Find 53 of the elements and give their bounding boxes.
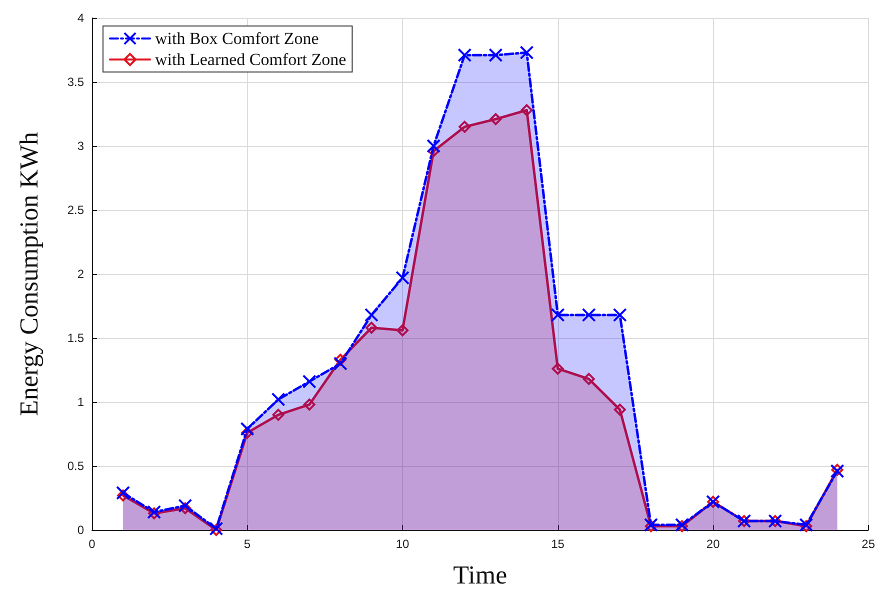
point [179, 502, 192, 514]
y-tick-label: 2 [77, 267, 84, 281]
point [552, 362, 564, 375]
point [334, 354, 346, 366]
point [800, 520, 812, 532]
point [831, 464, 844, 476]
x-tick-label: 15 [551, 537, 565, 551]
y-tick-label: 0.5 [67, 459, 84, 473]
point [520, 104, 533, 116]
y-tick-label: 0 [77, 523, 84, 537]
point [240, 422, 254, 436]
point [458, 48, 472, 62]
point [364, 308, 378, 322]
point [396, 270, 410, 285]
legend-label: with Box Comfort Zone [155, 29, 319, 48]
point [302, 374, 316, 389]
legend-label: with Learned Comfort Zone [155, 50, 346, 69]
x-tick-label: 5 [244, 537, 251, 551]
point [210, 524, 222, 536]
x-axis-title: Time [453, 560, 508, 590]
point [458, 120, 471, 133]
y-tick-label: 4 [77, 11, 84, 25]
point [365, 322, 378, 334]
y-axis-title: Energy Consumption KWh [14, 132, 44, 416]
point [490, 113, 502, 126]
point [117, 489, 130, 502]
point [582, 372, 595, 385]
y-tick-label: 1.5 [67, 331, 84, 345]
y-tick-label: 3 [77, 139, 84, 153]
point [241, 426, 254, 439]
point [676, 520, 688, 532]
y-tick-label: 1 [77, 395, 84, 409]
point [644, 520, 657, 532]
point [582, 308, 596, 322]
point [550, 308, 565, 322]
point [272, 408, 284, 421]
x-tick-label: 20 [706, 537, 720, 551]
x-tick-label: 25 [862, 537, 876, 551]
point [520, 46, 534, 60]
point [488, 48, 503, 62]
x-tick-label: 0 [88, 537, 96, 551]
point [612, 308, 627, 322]
y-tick-label: 2.5 [67, 203, 84, 217]
point [116, 486, 130, 500]
x-tick-label: 10 [396, 537, 410, 551]
point [426, 139, 441, 153]
point [396, 324, 409, 336]
y-tick-label: 3.5 [67, 75, 84, 89]
point [303, 398, 316, 411]
point [333, 356, 348, 371]
point [614, 404, 626, 416]
point [178, 498, 192, 513]
point [271, 392, 286, 406]
